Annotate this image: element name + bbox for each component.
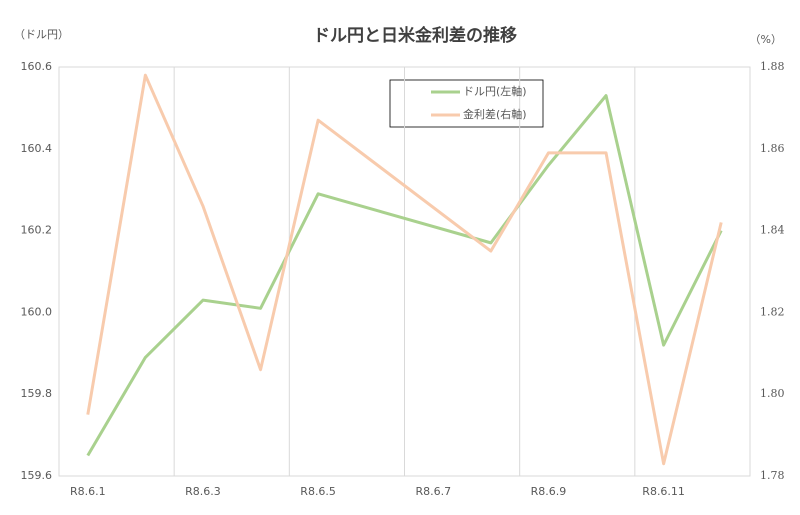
x-tick-label: R8.6.1	[70, 485, 106, 498]
y2-tick-label: 1.80	[760, 387, 785, 400]
series-line	[86, 94, 723, 457]
y2-tick-label: 1.82	[760, 305, 785, 318]
chart-title: ドル円と日米金利差の推移	[313, 25, 517, 46]
y2-tick-label: 1.84	[760, 224, 785, 237]
y-tick-label: 160.0	[21, 305, 53, 318]
y-tick-label: 160.6	[21, 60, 53, 73]
y-axis-label: （ドル円）	[14, 28, 69, 41]
y2-axis-label: （%）	[750, 33, 782, 46]
series-line	[86, 73, 723, 466]
x-tick-label: R8.6.5	[300, 485, 336, 498]
x-tick-label: R8.6.9	[531, 485, 567, 498]
y-tick-label: 160.2	[21, 224, 53, 237]
y2-tick-label: 1.86	[760, 142, 785, 155]
x-tick-label: R8.6.11	[642, 485, 685, 498]
y2-tick-label: 1.88	[760, 60, 785, 73]
x-tick-label: R8.6.3	[185, 485, 221, 498]
legend-label: 金利差(右軸)	[463, 107, 527, 121]
y-tick-label: 159.6	[21, 469, 53, 482]
y-tick-label: 159.8	[21, 387, 53, 400]
x-tick-label: R8.6.7	[415, 485, 451, 498]
legend	[389, 79, 544, 128]
legend-label: ドル円(左軸)	[463, 84, 527, 98]
y-tick-label: 160.4	[21, 142, 53, 155]
y2-tick-label: 1.78	[760, 469, 785, 482]
